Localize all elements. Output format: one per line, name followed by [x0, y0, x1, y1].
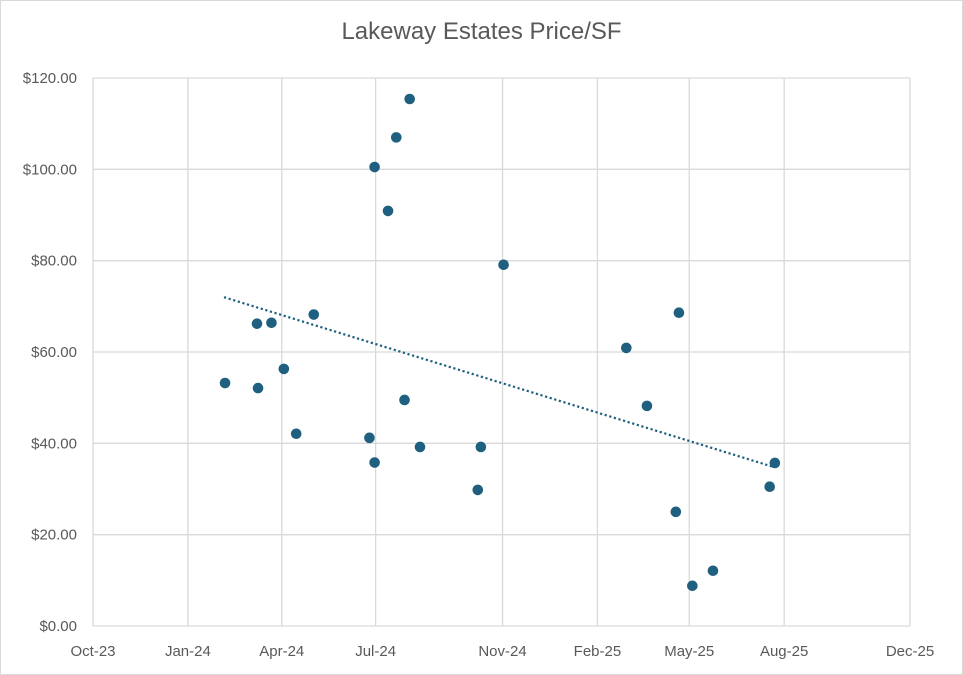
- trendline-group: [223, 296, 775, 469]
- data-point: [404, 93, 415, 105]
- data-point: [673, 307, 685, 319]
- x-tick-label: Feb-25: [574, 643, 622, 660]
- data-point: [414, 441, 426, 453]
- y-tick-label: $60.00: [31, 344, 77, 361]
- y-tick-label: $100.00: [23, 161, 77, 178]
- y-tick-label: $0.00: [39, 618, 77, 635]
- data-point: [266, 317, 277, 329]
- data-point: [399, 394, 410, 406]
- trendline: [223, 296, 775, 469]
- gridlines: [92, 77, 911, 627]
- data-point: [252, 382, 264, 394]
- y-tick-label: $80.00: [31, 253, 77, 270]
- data-point: [475, 441, 487, 453]
- y-tick-label: $20.00: [31, 527, 77, 544]
- data-point: [472, 484, 484, 496]
- x-axis-tick-labels: Oct-23 Jan-24 Apr-24 Jul-24 Nov-24 Feb-25 May-…: [70, 643, 934, 660]
- data-point: [369, 457, 380, 468]
- data-point: [364, 432, 375, 444]
- x-tick-label: Nov-24: [478, 643, 526, 660]
- x-tick-label: Dec-25: [886, 643, 934, 660]
- x-tick-label: Apr-24: [259, 643, 304, 660]
- data-point: [621, 342, 632, 354]
- data-points: [219, 93, 781, 592]
- data-point: [382, 205, 394, 217]
- x-tick-label: Aug-25: [760, 643, 808, 660]
- y-tick-label: $120.00: [23, 70, 77, 87]
- data-point: [219, 377, 231, 389]
- data-point: [769, 457, 781, 469]
- data-point: [308, 309, 320, 320]
- data-point: [390, 132, 402, 143]
- data-point: [290, 428, 302, 440]
- data-point: [670, 506, 682, 518]
- y-tick-label: $40.00: [31, 435, 77, 452]
- data-point: [641, 400, 653, 412]
- data-point: [707, 565, 719, 577]
- x-tick-label: Jul-24: [355, 643, 396, 660]
- data-point: [498, 259, 509, 271]
- x-tick-label: May-25: [664, 643, 714, 660]
- data-point: [251, 318, 263, 329]
- x-tick-label: Jan-24: [165, 643, 211, 660]
- data-point: [369, 161, 380, 173]
- y-axis-tick-labels: $0.00 $20.00 $40.00 $60.00 $80.00 $100.00 $120…: [23, 70, 77, 635]
- chart-title: Lakeway Estates Price/SF: [341, 18, 622, 45]
- data-point: [687, 580, 698, 592]
- data-point: [278, 363, 290, 375]
- x-tick-label: Oct-23: [70, 643, 115, 660]
- data-point: [764, 481, 776, 493]
